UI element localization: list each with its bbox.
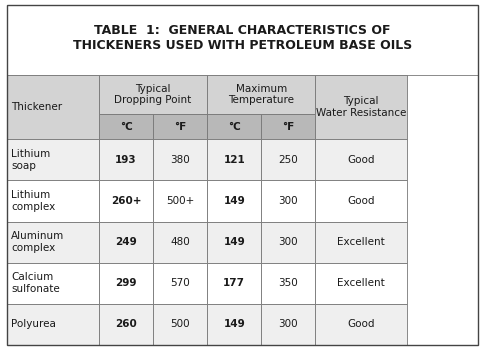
- Text: 260+: 260+: [110, 196, 141, 206]
- Bar: [7, 139, 99, 181]
- Text: °C: °C: [227, 121, 240, 132]
- Bar: [99, 262, 153, 304]
- Text: 249: 249: [115, 237, 136, 247]
- Bar: [261, 222, 315, 262]
- Text: Excellent: Excellent: [337, 237, 384, 247]
- Text: Maximum
Temperature: Maximum Temperature: [228, 84, 294, 105]
- Text: 500: 500: [170, 319, 190, 329]
- Bar: [261, 262, 315, 304]
- Text: 299: 299: [115, 278, 136, 288]
- Text: 250: 250: [278, 155, 298, 165]
- Text: Lithium
soap: Lithium soap: [11, 149, 50, 171]
- Bar: [261, 181, 315, 222]
- Bar: [99, 114, 153, 139]
- Text: 149: 149: [223, 237, 244, 247]
- Bar: [153, 222, 207, 262]
- Bar: [315, 181, 406, 222]
- Bar: [153, 262, 207, 304]
- Bar: [315, 304, 406, 345]
- Text: °F: °F: [174, 121, 186, 132]
- Text: Lithium
complex: Lithium complex: [11, 190, 55, 212]
- Text: Good: Good: [347, 196, 374, 206]
- Bar: [153, 181, 207, 222]
- Text: 300: 300: [278, 237, 298, 247]
- Bar: [315, 139, 406, 181]
- Text: Polyurea: Polyurea: [11, 319, 56, 329]
- Text: 500+: 500+: [166, 196, 194, 206]
- Text: Good: Good: [347, 155, 374, 165]
- Bar: [261, 114, 315, 139]
- Bar: [99, 75, 207, 114]
- Text: 480: 480: [170, 237, 190, 247]
- Text: Aluminum
complex: Aluminum complex: [11, 231, 64, 253]
- Bar: [153, 304, 207, 345]
- Text: Typical
Water Resistance: Typical Water Resistance: [316, 96, 406, 118]
- Bar: [207, 304, 261, 345]
- Bar: [7, 262, 99, 304]
- Bar: [207, 181, 261, 222]
- Text: 300: 300: [278, 196, 298, 206]
- Text: Excellent: Excellent: [337, 278, 384, 288]
- Bar: [7, 5, 477, 75]
- Bar: [153, 114, 207, 139]
- Text: 177: 177: [223, 278, 245, 288]
- Text: 121: 121: [223, 155, 244, 165]
- Bar: [315, 75, 406, 139]
- Bar: [315, 222, 406, 262]
- Bar: [99, 139, 153, 181]
- Bar: [7, 304, 99, 345]
- Bar: [7, 181, 99, 222]
- Text: °F: °F: [282, 121, 294, 132]
- Text: 570: 570: [170, 278, 190, 288]
- Bar: [261, 139, 315, 181]
- Text: Thickener: Thickener: [11, 102, 61, 112]
- Text: 193: 193: [115, 155, 136, 165]
- Bar: [207, 114, 261, 139]
- Bar: [207, 222, 261, 262]
- Bar: [99, 304, 153, 345]
- Bar: [153, 139, 207, 181]
- Text: Good: Good: [347, 319, 374, 329]
- Text: Typical
Dropping Point: Typical Dropping Point: [114, 84, 191, 105]
- Bar: [207, 75, 315, 114]
- Bar: [7, 75, 99, 139]
- Text: °C: °C: [120, 121, 132, 132]
- Bar: [7, 222, 99, 262]
- Text: 149: 149: [223, 196, 244, 206]
- Text: Calcium
sulfonate: Calcium sulfonate: [11, 272, 60, 294]
- Bar: [99, 222, 153, 262]
- Text: 260: 260: [115, 319, 136, 329]
- Bar: [207, 262, 261, 304]
- Bar: [99, 181, 153, 222]
- Bar: [315, 262, 406, 304]
- Text: 149: 149: [223, 319, 244, 329]
- Bar: [261, 304, 315, 345]
- Text: 350: 350: [278, 278, 298, 288]
- Bar: [207, 139, 261, 181]
- Text: 380: 380: [170, 155, 190, 165]
- Text: 300: 300: [278, 319, 298, 329]
- Text: TABLE  1:  GENERAL CHARACTERISTICS OF
THICKENERS USED WITH PETROLEUM BASE OILS: TABLE 1: GENERAL CHARACTERISTICS OF THIC…: [73, 24, 411, 52]
